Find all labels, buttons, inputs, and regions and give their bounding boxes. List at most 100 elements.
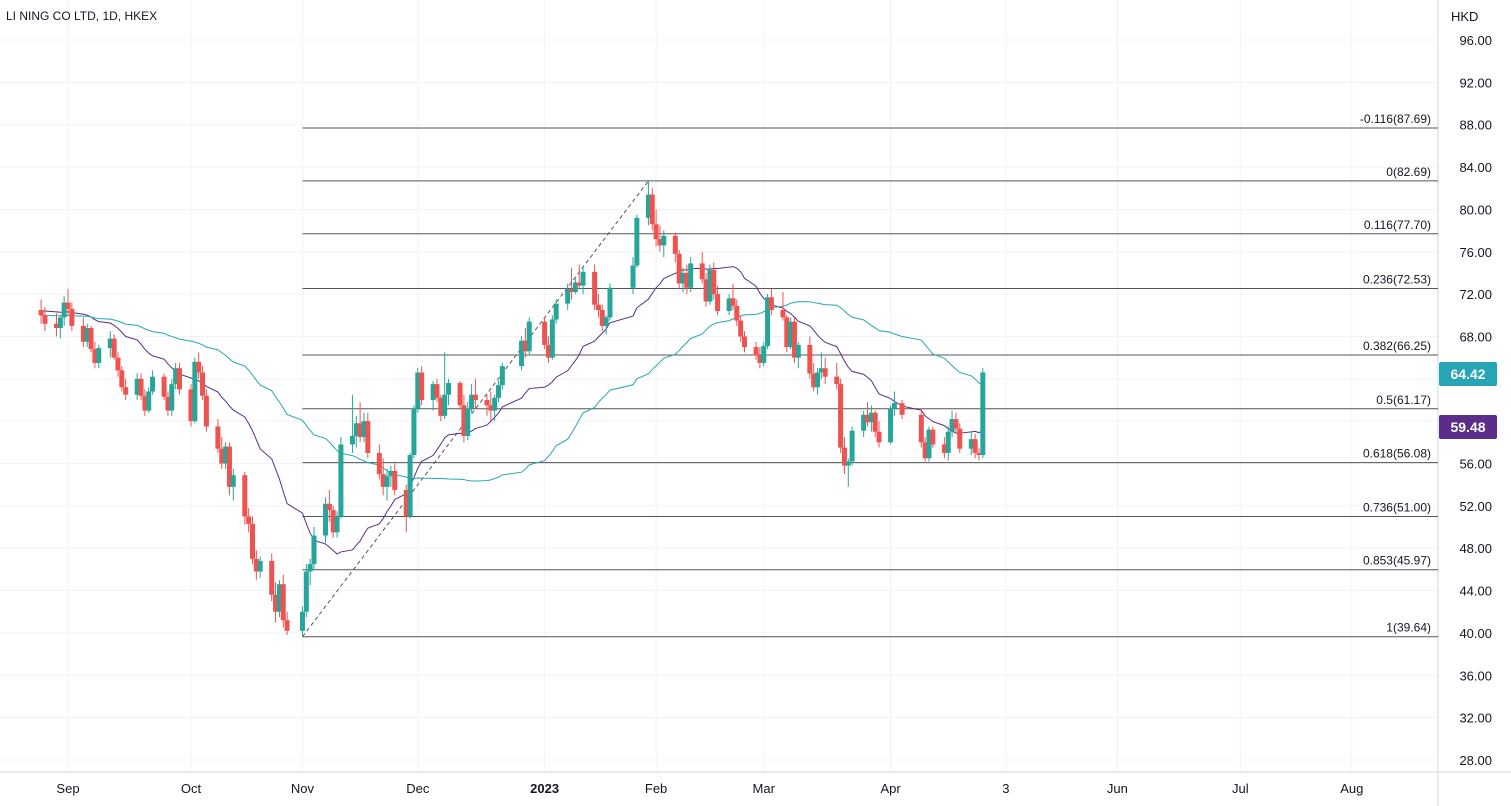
candle-body <box>269 560 275 595</box>
candle-body <box>223 446 229 464</box>
candle-body <box>407 455 413 517</box>
candle-body <box>465 408 471 436</box>
candle-body <box>968 439 974 449</box>
candle-body <box>576 282 582 286</box>
candle-body <box>303 571 309 612</box>
candle-body <box>976 452 982 456</box>
candle-body <box>84 327 90 342</box>
fib-trend-dashed-line <box>302 180 649 638</box>
candle-body <box>688 263 694 288</box>
ma-fast-price-badge: 59.48 <box>1439 414 1497 439</box>
fib-level-label: -0.116(87.69) <box>1360 112 1431 126</box>
candle-body <box>707 269 713 302</box>
price-tick-label: 84.00 <box>1459 160 1492 175</box>
price-tick-label: 72.00 <box>1459 287 1492 302</box>
candle-body <box>876 431 882 443</box>
candle-body <box>945 431 951 453</box>
candle-body <box>841 447 847 466</box>
candle-body <box>519 340 525 367</box>
candle-body <box>376 452 382 475</box>
candle-body <box>726 298 732 312</box>
candle-body <box>865 414 870 423</box>
fib-level-label: 0.236(72.53) <box>1363 273 1431 287</box>
time-tick-label: 3 <box>1002 781 1009 796</box>
price-tick-label: 96.00 <box>1459 33 1492 48</box>
candle-body <box>941 444 947 453</box>
fib-retracement: -0.116(87.69) 0(82.69) 0.116(77.70) 0.236(7… <box>302 112 1438 638</box>
candle-body <box>926 429 932 459</box>
fib-level-label: 0.736(51.00) <box>1363 500 1431 514</box>
candle-body <box>980 372 986 456</box>
time-tick-label: Aug <box>1340 781 1363 796</box>
candle-body <box>834 376 840 385</box>
candle-body <box>972 439 978 453</box>
candle-body <box>357 423 363 438</box>
candle-body <box>169 384 175 411</box>
candle-body <box>630 265 636 288</box>
candle-body <box>715 294 721 312</box>
candle-body <box>57 317 63 328</box>
candle-body <box>845 461 851 466</box>
candle-body <box>69 308 75 326</box>
candle-body <box>119 370 125 388</box>
candle-body <box>603 317 609 326</box>
candle-body <box>595 304 601 310</box>
candle-body <box>711 269 717 295</box>
candle-body <box>949 419 955 432</box>
candle-body <box>645 194 651 218</box>
price-axis[interactable]: 96.00 92.00 88.00 84.00 80.00 76.00 72.00 68.00… <box>1459 33 1492 768</box>
candle-body <box>838 384 844 448</box>
candle-body <box>818 368 824 373</box>
candle-body <box>784 317 790 348</box>
candle-body <box>888 408 894 443</box>
time-tick-label: Nov <box>291 781 315 796</box>
candle-body <box>115 357 121 371</box>
candle-body <box>334 516 340 533</box>
price-tick-label: 76.00 <box>1459 245 1492 260</box>
candle-body <box>780 309 786 318</box>
time-axis[interactable]: Sep Oct Nov Dec 2023 Feb Mar Apr 3 Jun Jul Aug <box>56 781 1363 796</box>
candle-body <box>599 309 605 326</box>
ma-slow-line <box>41 301 984 482</box>
fib-level-label: 0.618(56.08) <box>1363 447 1431 461</box>
candle-body <box>549 319 555 358</box>
candle-body <box>419 372 425 400</box>
time-tick-label: Sep <box>56 781 79 796</box>
candle-body <box>403 489 409 517</box>
ma-slow-price-badge: 64.42 <box>1439 362 1497 387</box>
price-tick-label: 48.00 <box>1459 541 1492 556</box>
candle-body <box>257 560 263 572</box>
candle-body <box>469 394 475 409</box>
candle-body <box>572 282 578 292</box>
candle-body <box>461 405 467 436</box>
candle-body <box>415 372 421 409</box>
candle-body <box>849 430 855 462</box>
candle-body <box>273 594 279 612</box>
candle-body <box>107 338 113 349</box>
candle-body <box>311 535 317 565</box>
candle-body <box>542 321 548 345</box>
fib-level-label: 0.853(45.97) <box>1363 554 1431 568</box>
candle-body <box>661 235 667 246</box>
price-tick-label: 28.00 <box>1459 753 1492 768</box>
candle-body <box>811 373 817 388</box>
candle-body <box>38 309 44 316</box>
candle-body <box>791 321 797 358</box>
candle-body <box>742 336 747 348</box>
candle-body <box>192 361 198 422</box>
candle-body <box>253 558 259 572</box>
candle-body <box>219 448 225 464</box>
candle-body <box>753 347 759 356</box>
candle-body <box>484 399 490 406</box>
candle-body <box>61 302 67 318</box>
candle-body <box>699 263 705 280</box>
currency-label: HKD <box>1451 9 1479 24</box>
candle-body <box>446 383 452 395</box>
candle-body <box>795 344 801 358</box>
price-tick-label: 92.00 <box>1459 75 1492 90</box>
candle-body <box>872 412 878 432</box>
candle-body <box>761 345 767 363</box>
candle-body <box>680 272 686 284</box>
candle-body <box>380 474 386 487</box>
